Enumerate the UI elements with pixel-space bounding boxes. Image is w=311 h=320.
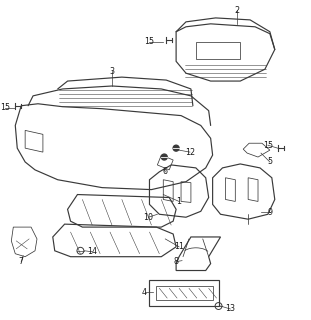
Text: 15: 15 (263, 141, 273, 150)
Text: 4: 4 (142, 288, 147, 297)
Text: 8: 8 (174, 257, 179, 266)
Text: 10: 10 (143, 213, 154, 222)
Text: 6: 6 (163, 167, 168, 176)
Text: 9: 9 (267, 208, 272, 217)
Text: 14: 14 (87, 247, 97, 256)
Text: 1: 1 (177, 197, 182, 206)
Text: 15: 15 (0, 103, 11, 112)
Circle shape (173, 145, 179, 151)
Text: 5: 5 (267, 157, 272, 166)
Text: 12: 12 (185, 148, 195, 156)
Text: 13: 13 (225, 305, 235, 314)
Text: 11: 11 (174, 242, 184, 251)
Text: 15: 15 (144, 37, 155, 46)
Text: 3: 3 (109, 67, 114, 76)
Circle shape (161, 154, 167, 160)
Text: 7: 7 (19, 257, 24, 266)
Text: 2: 2 (235, 5, 240, 14)
